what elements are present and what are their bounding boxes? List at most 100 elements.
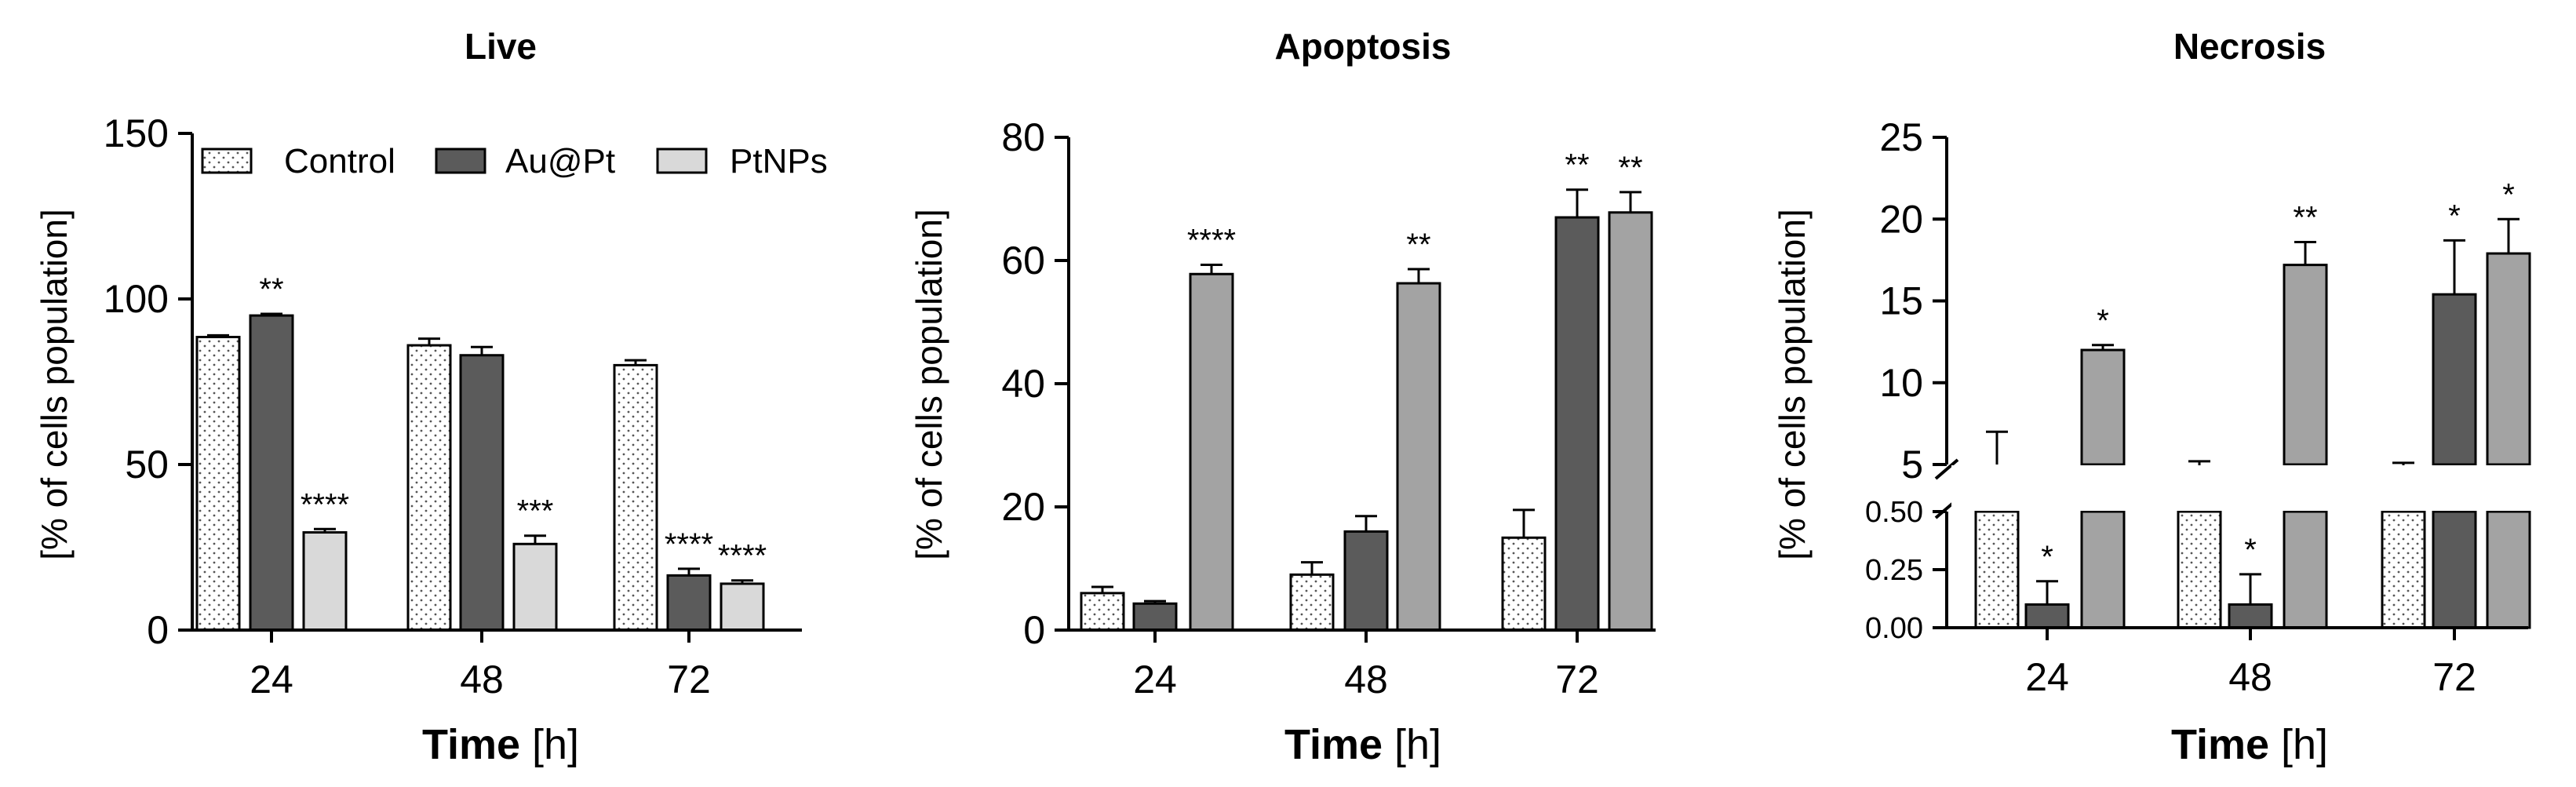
x-axis-label: Time [h] bbox=[422, 721, 579, 768]
legend-swatch-aupt bbox=[435, 148, 486, 174]
x-tick-label: 24 bbox=[250, 658, 293, 701]
significance-label: **** bbox=[301, 487, 349, 522]
bar bbox=[1501, 536, 1547, 632]
legend-label-ptnps: PtNPs bbox=[730, 142, 828, 180]
bar bbox=[720, 582, 765, 632]
x-tick-label: 24 bbox=[1133, 658, 1177, 701]
x-axis-label: Time [h] bbox=[1284, 721, 1441, 768]
y-tick-label: 40 bbox=[1001, 362, 1045, 406]
bar bbox=[2283, 264, 2328, 466]
panel-necrosis: Necrosis [% of cells population] Time [h… bbox=[1772, 26, 2533, 768]
bar bbox=[1189, 272, 1234, 632]
bar bbox=[459, 354, 505, 632]
chart-title: Apoptosis bbox=[1275, 26, 1452, 67]
y-axis-label: [% of cells population] bbox=[909, 209, 949, 560]
bar bbox=[2432, 510, 2477, 629]
y-tick-label: 150 bbox=[104, 111, 169, 155]
axes-necrosis: 0.00 0.25 0.50 5 10 15 20 25 24 48 72 bbox=[1865, 115, 2533, 699]
x-axis-label: Time [h] bbox=[2171, 721, 2328, 768]
y-tick-label: 100 bbox=[104, 277, 169, 321]
y-tick-label: 0 bbox=[1023, 608, 1045, 652]
bar bbox=[2486, 252, 2531, 466]
y-tick-label: 25 bbox=[1879, 115, 1923, 159]
bars-live: ********** ******* bbox=[195, 272, 767, 632]
bar bbox=[2080, 348, 2126, 466]
bar bbox=[1608, 211, 1653, 632]
legend-label-aupt: Au@Pt bbox=[505, 142, 615, 180]
significance-label: * bbox=[2041, 540, 2053, 574]
bar bbox=[512, 542, 558, 632]
y-tick-label: 5 bbox=[1901, 443, 1923, 486]
significance-label: ** bbox=[1565, 148, 1589, 183]
bar bbox=[666, 574, 712, 632]
x-tick-label: 48 bbox=[1344, 658, 1388, 701]
y-tick-label: 15 bbox=[1879, 279, 1923, 323]
x-tick-label: 72 bbox=[667, 658, 711, 701]
significance-label: ** bbox=[2293, 200, 2317, 235]
axes-live: 0 50 100 150 24 48 72 bbox=[104, 111, 802, 701]
bar bbox=[195, 336, 241, 632]
bar bbox=[2486, 510, 2531, 629]
bar bbox=[1974, 510, 2020, 629]
significance-label: **** bbox=[665, 527, 713, 562]
x-tick-label: 72 bbox=[1555, 658, 1599, 701]
y-tick-label: 20 bbox=[1879, 197, 1923, 241]
y-tick-label: 0.50 bbox=[1865, 496, 1923, 529]
bar bbox=[2432, 293, 2477, 466]
y-tick-label: 0.00 bbox=[1865, 612, 1923, 645]
bar bbox=[1080, 592, 1125, 632]
legend-label-control: Control bbox=[284, 142, 395, 180]
bar bbox=[2024, 603, 2070, 629]
bar bbox=[2177, 510, 2222, 629]
y-tick-label: 10 bbox=[1879, 361, 1923, 405]
bar bbox=[1396, 282, 1441, 632]
bar bbox=[1343, 530, 1389, 632]
significance-label: ** bbox=[1618, 151, 1642, 185]
chart-title: Necrosis bbox=[2173, 26, 2326, 67]
significance-label: * bbox=[2502, 177, 2515, 212]
axis-break-mark bbox=[1934, 458, 1959, 480]
axis-break-gap bbox=[1951, 465, 2533, 511]
significance-label: ** bbox=[259, 272, 283, 307]
bar bbox=[2381, 510, 2426, 629]
bars-necrosis: * ****** bbox=[1974, 177, 2531, 629]
y-tick-label: 80 bbox=[1001, 115, 1045, 159]
significance-label: **** bbox=[718, 539, 767, 574]
bar bbox=[2228, 603, 2273, 629]
bar bbox=[2080, 510, 2126, 629]
y-tick-label: 20 bbox=[1001, 485, 1045, 529]
significance-label: **** bbox=[1187, 223, 1236, 257]
x-tick-label: 48 bbox=[460, 658, 504, 701]
y-tick-label: 50 bbox=[125, 443, 169, 486]
bar bbox=[2283, 510, 2328, 629]
bar bbox=[1554, 216, 1600, 632]
axes-apoptosis: 0 20 40 60 80 24 48 72 bbox=[1001, 115, 1656, 701]
y-axis-label: [% of cells population] bbox=[1772, 209, 1813, 560]
legend: Control Au@Pt PtNPs bbox=[201, 142, 828, 180]
y-tick-label: 0 bbox=[147, 608, 169, 652]
bar bbox=[1132, 602, 1178, 632]
significance-label: * bbox=[2097, 304, 2109, 338]
bar bbox=[1289, 573, 1335, 632]
y-axis-label: [% of cells population] bbox=[34, 209, 75, 560]
bar bbox=[613, 363, 658, 632]
bar bbox=[406, 344, 452, 632]
bar bbox=[249, 314, 294, 632]
panel-live: Live [% of cells population] Time [h] **… bbox=[34, 26, 828, 768]
y-tick-label: 0.25 bbox=[1865, 554, 1923, 587]
x-tick-label: 72 bbox=[2432, 655, 2476, 699]
significance-label: * bbox=[2244, 533, 2257, 567]
legend-swatch-ptnps bbox=[656, 148, 708, 174]
significance-label: ** bbox=[1406, 228, 1430, 262]
significance-label: *** bbox=[517, 494, 554, 529]
panel-apoptosis: Apoptosis [% of cells population] Time [… bbox=[909, 26, 1656, 768]
bars-apoptosis: ****** **** bbox=[1080, 148, 1653, 632]
significance-label: * bbox=[2448, 199, 2461, 233]
x-tick-label: 24 bbox=[2025, 655, 2069, 699]
x-tick-label: 48 bbox=[2228, 655, 2272, 699]
bar bbox=[302, 531, 348, 632]
chart-title: Live bbox=[465, 26, 537, 67]
y-tick-label: 60 bbox=[1001, 239, 1045, 282]
legend-swatch-control bbox=[201, 148, 253, 174]
